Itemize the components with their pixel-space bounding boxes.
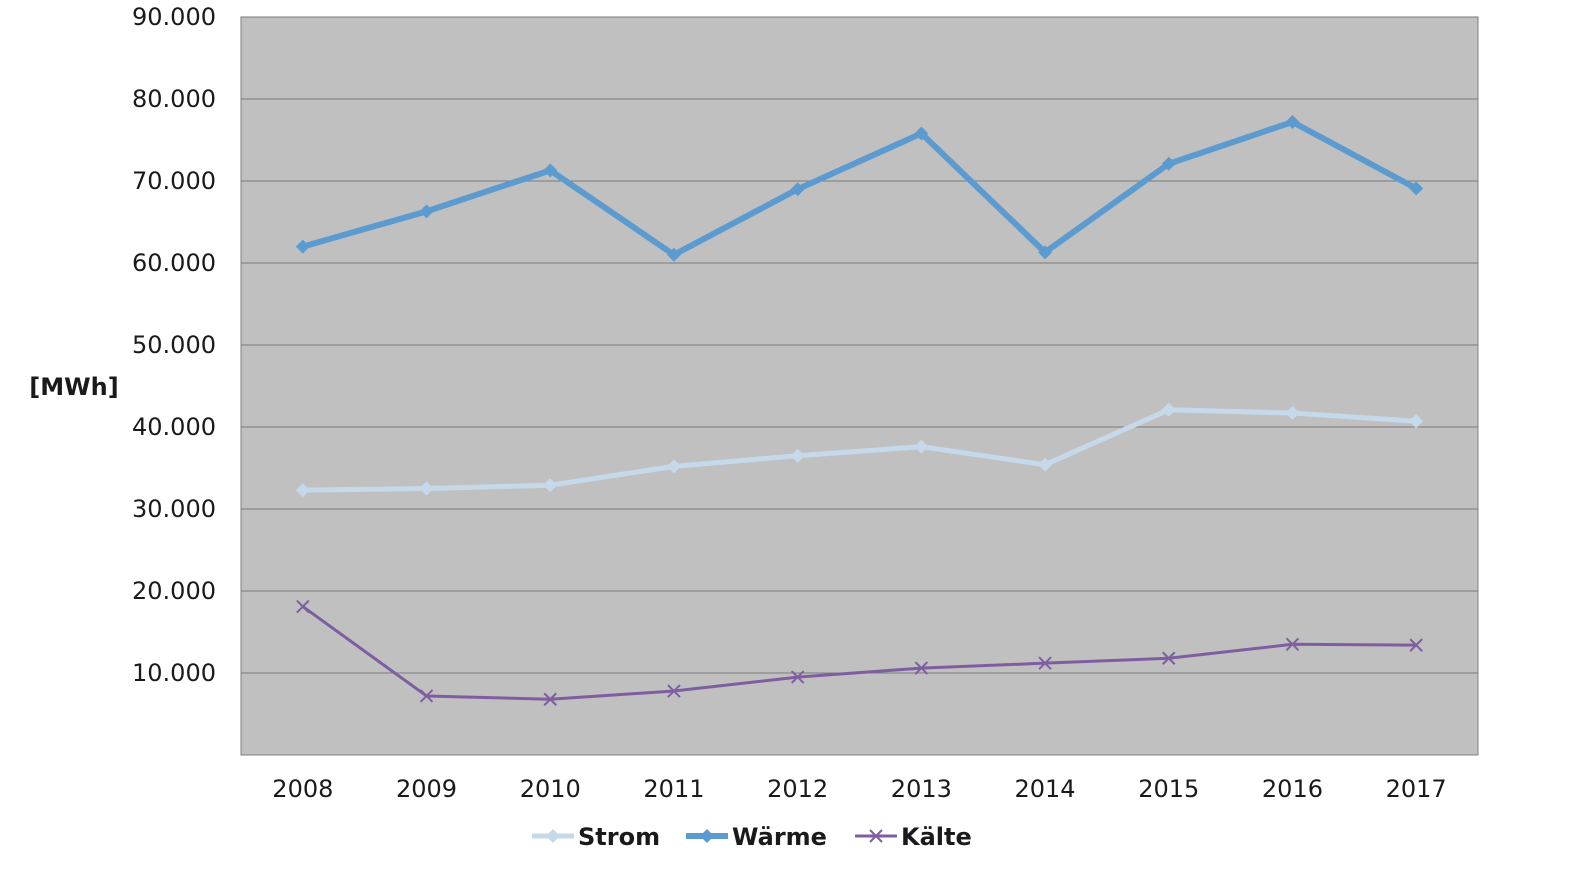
y-tick-label: 30.000 — [132, 495, 216, 523]
legend-item: Kälte — [855, 823, 972, 851]
data-point — [419, 204, 434, 219]
y-tick-label: 90.000 — [132, 3, 216, 31]
legend-item: Strom — [532, 823, 660, 851]
plot-area — [240, 16, 1479, 756]
data-point — [1409, 181, 1424, 196]
data-point — [295, 239, 310, 254]
data-point — [1038, 457, 1053, 472]
data-point — [667, 684, 681, 698]
y-tick-label: 50.000 — [132, 331, 216, 359]
data-point — [914, 439, 929, 454]
data-point — [1285, 637, 1300, 652]
data-point — [1038, 245, 1053, 260]
y-tick-label: 10.000 — [132, 659, 216, 687]
data-point — [914, 126, 929, 141]
data-point — [296, 599, 310, 614]
series-line — [301, 605, 1418, 701]
data-point — [666, 459, 681, 474]
y-tick-label: 40.000 — [132, 413, 216, 441]
x-tick-label: 2010 — [520, 775, 581, 803]
x-tick-label: 2013 — [891, 775, 952, 803]
data-point — [790, 448, 805, 463]
x-tick-label: 2009 — [396, 775, 457, 803]
data-point — [543, 478, 558, 493]
data-point — [543, 163, 558, 178]
y-tick-label: 80.000 — [132, 85, 216, 113]
data-point — [419, 481, 434, 496]
y-axis-ticks: 10.000 20.000 30.000 40.000 50.000 60.000 70.0… — [132, 3, 216, 687]
legend-item: Wärme — [686, 823, 827, 851]
legend-marker — [700, 829, 714, 843]
y-tick-label: 70.000 — [132, 167, 216, 195]
data-point — [1409, 414, 1424, 429]
data-point — [1285, 114, 1300, 129]
data-point — [1162, 651, 1176, 665]
gridlines — [241, 16, 1478, 674]
series-layer — [295, 114, 1424, 706]
legend-marker — [546, 829, 560, 843]
data-point — [1038, 656, 1052, 670]
y-axis-label: [MWh] — [29, 373, 118, 401]
x-tick-label: 2014 — [1015, 775, 1076, 803]
x-tick-label: 2012 — [767, 775, 828, 803]
series-line — [299, 118, 1420, 258]
data-point — [419, 689, 434, 703]
data-point — [666, 247, 681, 262]
data-point — [790, 670, 805, 684]
series-wärme — [295, 114, 1424, 262]
series-strom — [295, 402, 1424, 498]
data-point — [543, 692, 557, 706]
data-point — [914, 661, 929, 675]
data-point — [790, 182, 805, 197]
series-line — [300, 407, 1419, 493]
data-point — [1161, 156, 1176, 171]
data-point — [1285, 406, 1300, 421]
y-tick-label: 60.000 — [132, 249, 216, 277]
data-point — [1161, 402, 1176, 417]
y-tick-label: 20.000 — [132, 577, 216, 605]
legend-label: Kälte — [901, 823, 972, 851]
x-tick-label: 2016 — [1262, 775, 1323, 803]
x-tick-label: 2008 — [272, 775, 333, 803]
x-tick-label: 2015 — [1138, 775, 1199, 803]
legend: Strom Wärme Kälte — [532, 823, 972, 851]
x-axis-ticks: 2008 2009 2010 2011 2012 2013 2014 2015 2016 2017 — [272, 775, 1446, 803]
x-tick-label: 2011 — [643, 775, 704, 803]
legend-label: Strom — [578, 823, 660, 851]
legend-label: Wärme — [732, 823, 827, 851]
data-point — [1409, 638, 1423, 652]
data-point — [295, 483, 310, 498]
series-kälte — [296, 599, 1423, 706]
legend-marker — [869, 829, 883, 843]
x-tick-label: 2017 — [1386, 775, 1447, 803]
